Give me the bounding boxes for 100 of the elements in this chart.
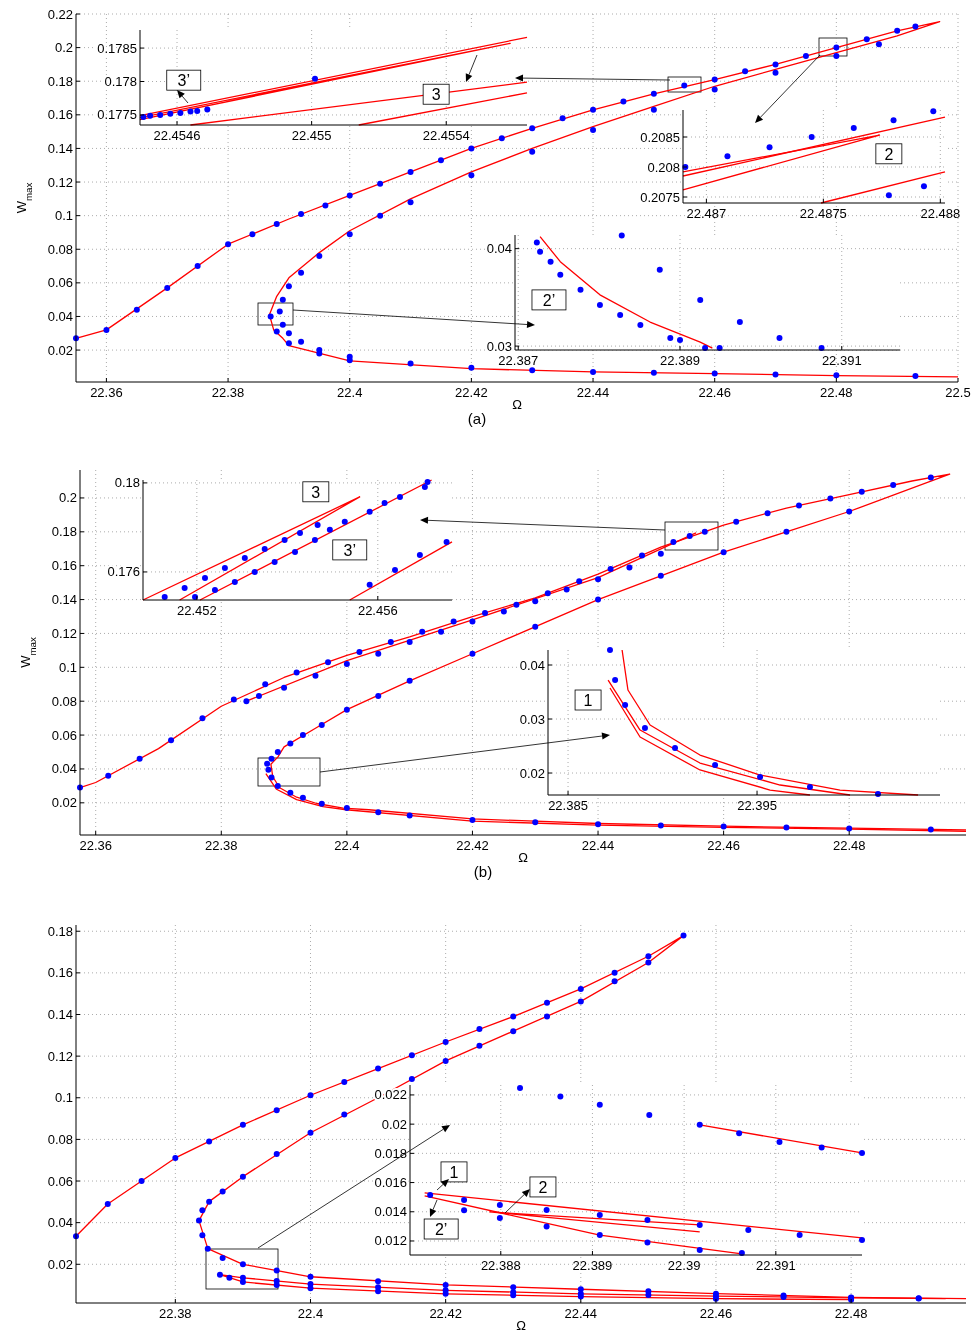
x-axis-title: Ω	[512, 397, 523, 412]
y-tick-label: 0.018	[374, 1145, 407, 1161]
x-tick-label: 22.4	[337, 385, 363, 400]
y-tick-label: 0.02	[47, 1256, 73, 1272]
x-tick-label: 22.5	[945, 385, 971, 400]
y-tick-label: 0.18	[47, 923, 73, 939]
annotation: 3’	[177, 72, 190, 90]
y-tick-label: 0.04	[51, 761, 77, 777]
y-tick-label: 0.02	[381, 1116, 407, 1132]
x-tick-label: 22.42	[456, 838, 489, 853]
y-tick-label: 0.208	[647, 159, 680, 175]
x-tick-label: 22.48	[834, 1306, 868, 1321]
y-tick-label: 0.014	[374, 1204, 407, 1220]
y-tick-label: 0.04	[47, 308, 73, 324]
y-tick-label: 0.22	[47, 6, 73, 22]
y-tick-label: 0.14	[47, 140, 73, 156]
annotation: 3	[311, 483, 321, 501]
y-tick-label: 0.04	[47, 1215, 73, 1231]
x-tick-label: 22.395	[737, 798, 777, 813]
y-tick-label: 0.02	[51, 795, 77, 811]
x-tick-label: 22.36	[79, 838, 112, 853]
annotation: 2	[884, 145, 894, 163]
y-tick-label: 0.06	[47, 275, 73, 291]
x-tick-label: 22.44	[564, 1306, 598, 1321]
text: (a)	[467, 410, 487, 427]
y-tick-label: 0.2075	[640, 189, 680, 205]
x-tick-label: 22.4546	[153, 128, 201, 143]
annotation: 1	[449, 1163, 459, 1181]
x-tick-label: 22.42	[455, 385, 488, 400]
x-tick-label: 22.455	[291, 128, 332, 143]
y-tick-label: 0.03	[519, 711, 545, 727]
x-tick-label: 22.38	[211, 385, 245, 400]
x-tick-label: 22.39	[667, 1258, 701, 1273]
x-tick-label: 22.452	[176, 603, 217, 618]
y-tick-label: 0.2085	[640, 129, 680, 145]
annotation: 3’	[343, 541, 356, 559]
y-tick-label: 0.16	[47, 965, 73, 981]
y-tick-label: 0.02	[519, 765, 545, 781]
x-tick-label: 22.44	[576, 385, 610, 400]
x-tick-label: 22.48	[832, 838, 866, 853]
y-tick-label: 0.1	[58, 659, 77, 675]
y-tick-label: 0.04	[486, 241, 512, 257]
x-tick-label: 22.36	[90, 385, 123, 400]
y-tick-label: 0.1785	[97, 40, 137, 56]
x-tick-label: 22.4875	[799, 206, 847, 221]
x-tick-label: 22.46	[707, 838, 740, 853]
annotation: 3	[431, 86, 441, 104]
y-tick-label: 0.02	[47, 342, 73, 358]
y-tick-label: 0.06	[47, 1173, 73, 1189]
x-tick-label: 22.387	[498, 353, 539, 368]
y-tick-label: 0.16	[47, 107, 73, 123]
x-tick-label: 22.46	[699, 1306, 733, 1321]
x-tick-label: 22.456	[357, 603, 398, 618]
x-tick-label: 22.48	[820, 385, 853, 400]
x-tick-label: 22.388	[480, 1258, 521, 1273]
x-tick-label: 22.4	[334, 838, 360, 853]
y-tick-label: 0.03	[486, 338, 512, 354]
y-tick-label: 0.08	[51, 693, 77, 709]
y-tick-label: 0.14	[47, 1007, 73, 1022]
annotation: 2’	[542, 291, 556, 309]
x-tick-label: 22.391	[821, 353, 862, 368]
annotation: 1	[583, 692, 593, 710]
y-tick-label: 0.1	[54, 1090, 73, 1106]
x-tick-label: 22.46	[698, 385, 731, 400]
x-tick-label: 22.385	[548, 798, 588, 813]
y-tick-label: 0.12	[47, 1048, 73, 1064]
y-tick-label: 0.1775	[97, 107, 137, 123]
annotation: 2’	[434, 1221, 448, 1238]
x-tick-label: 22.38	[205, 838, 238, 853]
y-tick-label: 0.18	[114, 475, 140, 491]
y-tick-label: 0.12	[51, 625, 77, 641]
x-tick-label: 22.4	[297, 1306, 324, 1321]
x-tick-label: 22.487	[686, 206, 727, 221]
x-tick-label: 22.4554	[422, 128, 470, 143]
y-tick-label: 0.18	[51, 524, 77, 540]
y-tick-label: 0.08	[47, 1131, 73, 1147]
annotation: 2	[538, 1178, 548, 1196]
x-tick-label: 22.391	[755, 1258, 796, 1273]
x-tick-label: 22.42	[429, 1306, 462, 1321]
y-tick-label: 0.178	[104, 74, 137, 90]
y-tick-label: 0.12	[47, 174, 73, 190]
y-tick-label: 0.08	[47, 241, 73, 257]
y-tick-label: 0.04	[519, 657, 545, 673]
x-tick-label: 22.44	[581, 838, 615, 853]
x-tick-label: 22.488	[920, 206, 961, 221]
y-tick-label: 0.2	[58, 490, 77, 506]
x-tick-label: 22.389	[572, 1258, 613, 1273]
y-tick-label: 0.016	[374, 1175, 407, 1191]
x-axis-title: Ω	[518, 850, 529, 865]
text: (b)	[473, 863, 493, 880]
y-tick-label: 0.14	[51, 592, 77, 608]
y-tick-label: 0.176	[107, 564, 140, 580]
y-tick-label: 0.06	[51, 727, 77, 743]
y-tick-label: 0.1	[54, 208, 73, 224]
y-tick-label: 0.16	[51, 558, 77, 574]
y-tick-label: 0.2	[54, 40, 73, 56]
x-axis-title: Ω	[516, 1318, 527, 1333]
x-tick-label: 22.389	[660, 353, 700, 368]
y-tick-label: 0.012	[374, 1233, 407, 1249]
x-tick-label: 22.38	[159, 1306, 192, 1321]
